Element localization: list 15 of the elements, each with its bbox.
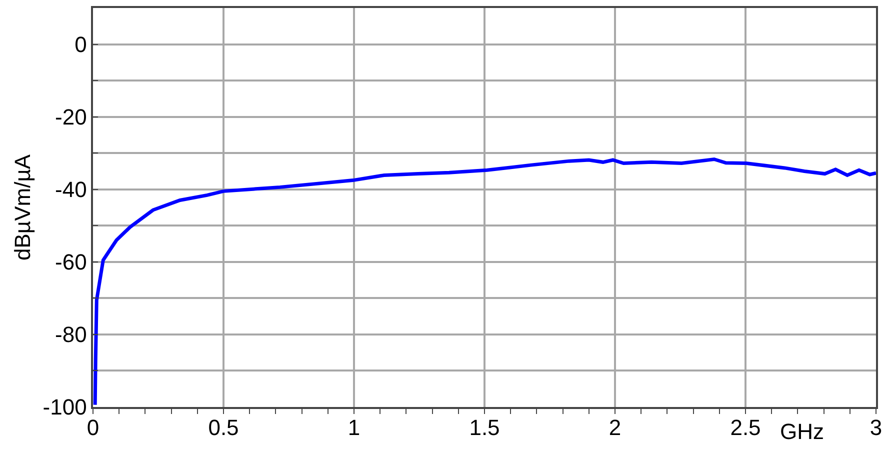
x-tick-label: 0.5: [208, 415, 239, 440]
y-tick-label: -60: [55, 250, 87, 275]
y-tick-label: -80: [55, 322, 87, 348]
x-tick-label: 2: [608, 415, 622, 440]
y-tick-label: -100: [42, 394, 87, 420]
y-tick-label: -40: [55, 177, 87, 202]
line-series: [93, 158, 876, 407]
x-tick-label: 1.5: [469, 415, 500, 440]
y-axis-title: dBµVm/µA: [10, 154, 36, 261]
y-tick-label: 0: [74, 32, 87, 57]
x-tick-label: 2.5: [730, 415, 761, 440]
x-tick-label: 3: [870, 415, 882, 440]
x-tick-label: 1: [348, 415, 360, 440]
y-tick-label: -20: [55, 104, 87, 130]
x-axis-title: GHz: [780, 419, 824, 444]
